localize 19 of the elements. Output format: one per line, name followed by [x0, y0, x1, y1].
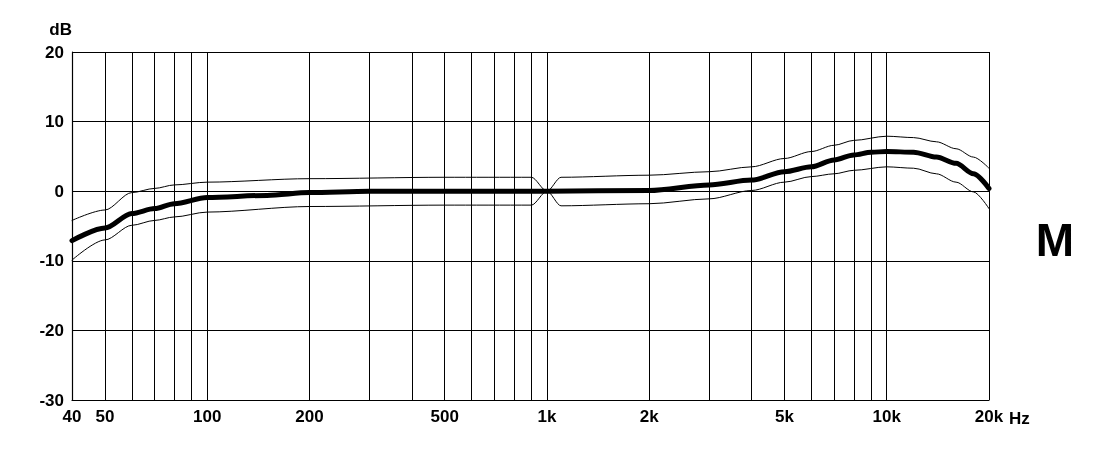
x-tick-label: 200	[295, 407, 324, 426]
x-tick-label: 5k	[774, 407, 795, 426]
y-tick-label: -10	[39, 251, 64, 271]
text: M	[1035, 214, 1075, 266]
y-axis-title: dB	[49, 20, 72, 39]
x-tick-label: 10k	[872, 407, 902, 426]
x-tick-label: 500	[430, 407, 459, 426]
x-tick-label: 40	[62, 407, 82, 426]
y-tick-label: 10	[45, 112, 64, 132]
x-tick-label: 20k	[974, 407, 1004, 426]
x-tick-label: 1k	[537, 407, 557, 426]
x-tick-label: 100	[193, 407, 222, 426]
y-tick-label: 0	[54, 181, 64, 201]
x-tick-label: 2k	[639, 407, 660, 426]
x-tick-label: 50	[95, 407, 115, 426]
y-tick-label: -20	[39, 320, 64, 340]
y-tick-label: 20	[45, 42, 64, 62]
x-axis-title: Hz	[1009, 409, 1030, 428]
y-tick-label: -30	[39, 390, 64, 410]
